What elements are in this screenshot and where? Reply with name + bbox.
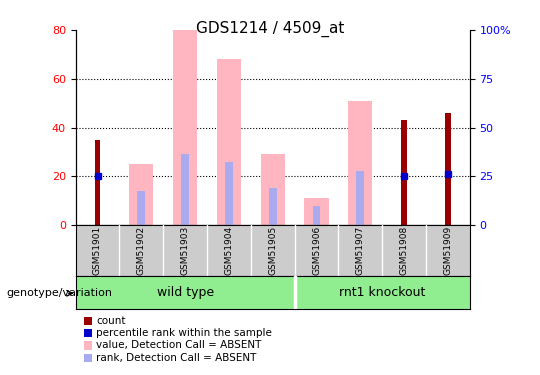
Text: wild type: wild type — [157, 286, 214, 299]
Text: GDS1214 / 4509_at: GDS1214 / 4509_at — [196, 21, 344, 37]
Text: GSM51908: GSM51908 — [400, 226, 409, 275]
Text: rank, Detection Call = ABSENT: rank, Detection Call = ABSENT — [96, 353, 256, 363]
Text: GSM51901: GSM51901 — [93, 226, 102, 275]
Text: GSM51906: GSM51906 — [312, 226, 321, 275]
Bar — [356, 171, 365, 225]
Bar — [181, 154, 189, 225]
Bar — [129, 164, 153, 225]
Bar — [261, 154, 285, 225]
Bar — [269, 188, 276, 225]
Text: count: count — [96, 316, 126, 326]
Text: GSM51909: GSM51909 — [443, 226, 453, 275]
Text: GSM51907: GSM51907 — [356, 226, 365, 275]
Bar — [446, 113, 450, 225]
Bar — [137, 191, 145, 225]
Text: GSM51905: GSM51905 — [268, 226, 277, 275]
Bar — [95, 140, 100, 225]
Bar — [305, 198, 328, 225]
Text: GSM51902: GSM51902 — [137, 226, 146, 275]
Bar — [313, 206, 320, 225]
Bar — [173, 30, 197, 225]
Text: rnt1 knockout: rnt1 knockout — [339, 286, 426, 299]
Text: genotype/variation: genotype/variation — [6, 288, 112, 298]
Bar — [217, 59, 241, 225]
Text: GSM51904: GSM51904 — [225, 226, 233, 275]
Text: GSM51903: GSM51903 — [180, 226, 190, 275]
Bar — [225, 162, 233, 225]
Bar — [348, 101, 373, 225]
Bar — [401, 120, 407, 225]
Text: value, Detection Call = ABSENT: value, Detection Call = ABSENT — [96, 340, 261, 350]
Text: percentile rank within the sample: percentile rank within the sample — [96, 328, 272, 338]
